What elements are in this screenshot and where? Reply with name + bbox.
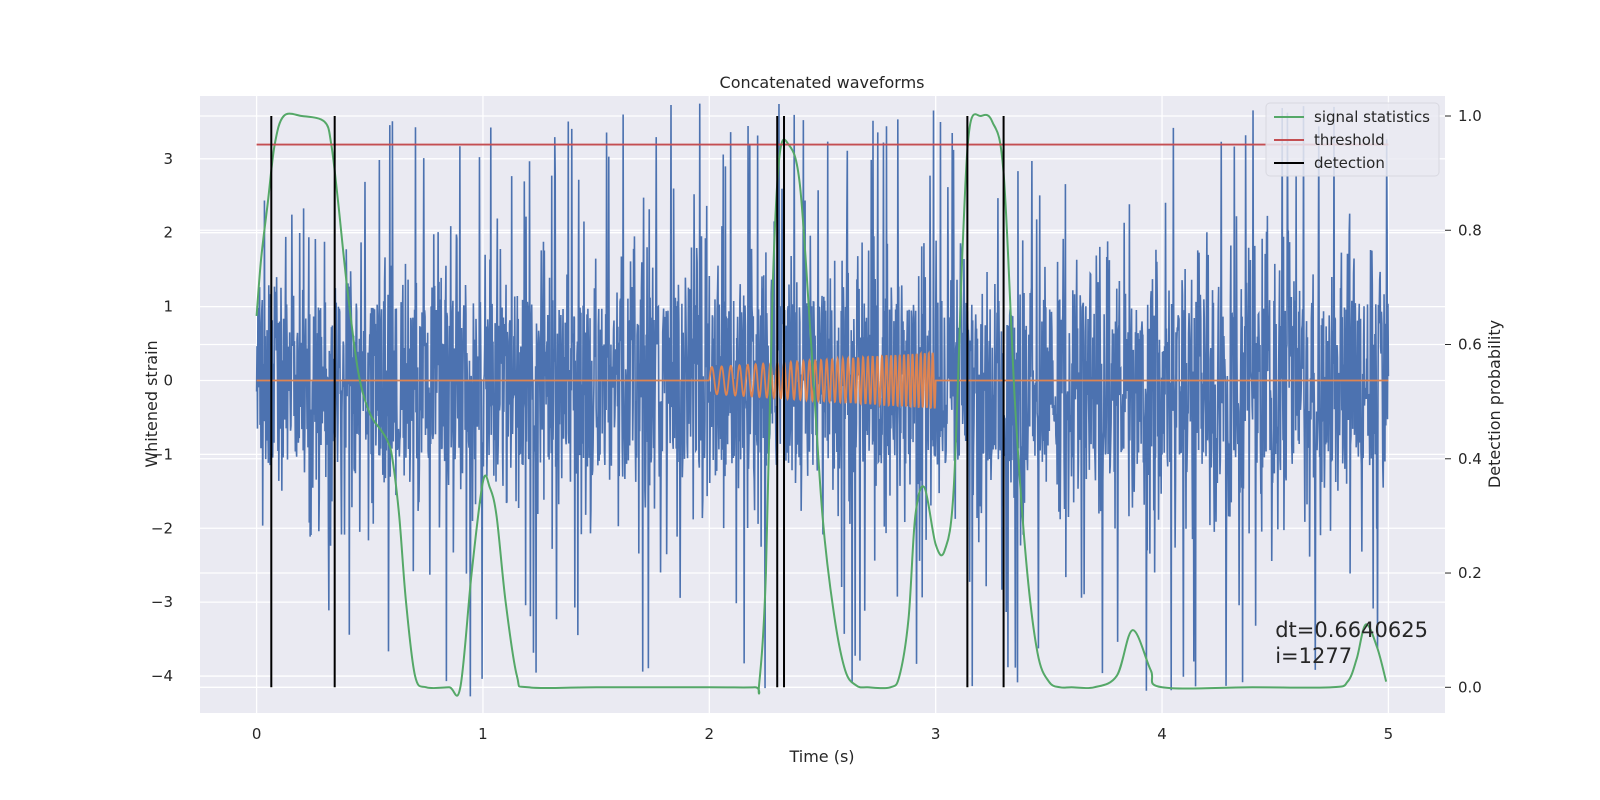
legend-frame [1265,102,1440,177]
legend-label: signal statistics [1314,108,1430,126]
x-tick-label: 1 [478,725,488,743]
y2-tick-label: 0.6 [1458,336,1482,354]
x-tick-label: 4 [1157,725,1167,743]
annotation-text: dt=0.6640625 [1275,618,1428,642]
x-tick-label: 2 [705,725,715,743]
y-tick-label: 1 [163,298,173,316]
y2-axis-label: Detection probability [1485,320,1504,488]
y2-tick-label: 0.4 [1458,450,1482,468]
legend-label: detection [1314,154,1385,172]
y2-tick-label: 0.2 [1458,564,1482,582]
plot-clip-group [255,103,1390,697]
y-tick-label: 3 [163,150,173,168]
y-tick-label: −4 [151,667,173,685]
injection-chirp-line [256,350,1389,410]
axes-layer: 0 1 2 3 4 5 −4 −3 −2 −1 0 1 2 3 0.0 0.2 0.4 0.6 0.8 1.0 [151,107,1482,743]
series-layer [255,103,1390,697]
annotations: dt=0.6640625 i=1277 [1275,618,1428,668]
x-axis-label: Time (s) [788,747,854,766]
legend: signal statistics threshold detection [1265,102,1440,177]
y2-tick-label: 0.8 [1458,221,1482,239]
chart-title: Concatenated waveforms [720,73,925,92]
y-tick-label: 0 [163,371,173,389]
signal-statistics-line [255,112,1388,697]
strain-noise-line [255,103,1390,697]
y2-tick-label: 0.0 [1458,678,1482,696]
y-tick-label: −2 [151,519,173,537]
y-tick-label: −3 [151,593,173,611]
x-tick-label: 0 [252,725,262,743]
annotation-text: i=1277 [1275,644,1352,668]
y-axis-label: Whitened strain [142,340,161,467]
y-tick-label: −1 [151,445,173,463]
y2-tick-label: 1.0 [1458,107,1482,125]
legend-label: threshold [1314,131,1385,149]
y-tick-label: 2 [163,224,173,242]
x-tick-label: 3 [931,725,941,743]
x-tick-label: 5 [1384,725,1394,743]
